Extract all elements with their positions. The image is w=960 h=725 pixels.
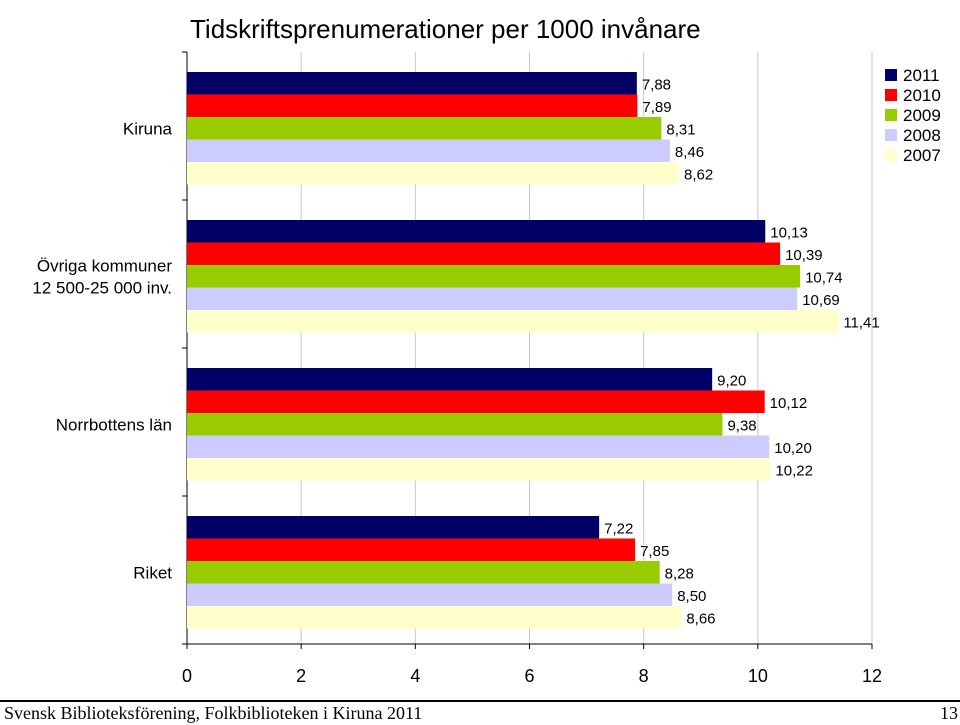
category-label: Riket: [133, 563, 172, 582]
bars: [187, 72, 839, 629]
footer-text: Svensk Biblioteksförening, Folkbibliotek…: [4, 703, 423, 723]
data-label: 8,31: [666, 121, 695, 138]
bar: [187, 583, 673, 606]
category-label: Övriga kommuner: [37, 256, 172, 275]
data-label: 8,62: [684, 166, 713, 183]
data-label: 7,22: [604, 520, 633, 537]
bar: [187, 287, 798, 310]
data-label: 8,46: [675, 144, 704, 161]
bar: [187, 516, 600, 539]
bar: [187, 561, 660, 584]
bar: [187, 220, 766, 243]
data-label: 10,12: [770, 395, 808, 412]
footer-divider: [0, 700, 960, 702]
bar: [187, 139, 670, 162]
bar: [187, 72, 637, 95]
data-label: 9,20: [717, 372, 746, 389]
data-label: 7,88: [642, 76, 671, 93]
x-tick-label: 2: [296, 666, 306, 686]
data-label: 10,69: [802, 292, 840, 309]
x-tick-labels: 0 2 4 6 8 10 12: [182, 666, 882, 686]
data-label: 10,39: [785, 247, 823, 264]
bar: [187, 117, 662, 140]
data-label: 10,22: [775, 462, 813, 479]
bar: [187, 368, 713, 391]
legend-swatch: [885, 109, 897, 121]
legend-swatch: [885, 129, 897, 141]
x-tick-label: 4: [410, 666, 420, 686]
data-label: 10,13: [770, 224, 808, 241]
value-labels: 7,88 7,89 8,31 8,46 8,62 10,13 10,39 10,74 10,69…: [604, 76, 880, 627]
bar: [187, 458, 771, 481]
data-label: 10,74: [805, 269, 843, 286]
x-tick-label: 8: [639, 666, 649, 686]
bar: [187, 435, 770, 458]
category-label: Kiruna: [123, 119, 173, 138]
data-label: 9,38: [727, 417, 756, 434]
legend-label: 2010: [903, 86, 941, 105]
bar: [187, 390, 765, 413]
bar: [187, 538, 636, 561]
bar: [187, 162, 680, 185]
legend-label: 2008: [903, 126, 941, 145]
bar: [187, 310, 839, 333]
x-tick-label: 0: [182, 666, 192, 686]
legend-label: 2011: [903, 66, 940, 85]
legend-label: 2009: [903, 106, 941, 125]
x-tick-label: 6: [524, 666, 534, 686]
data-label: 8,28: [665, 565, 694, 582]
bar: [187, 413, 723, 436]
category-label: Norrbottens län: [56, 415, 172, 434]
data-label: 11,41: [843, 314, 879, 331]
page-number: 13: [940, 703, 958, 723]
bar: [187, 606, 682, 629]
data-label: 10,20: [774, 440, 812, 457]
chart-title: Tidskriftsprenumerationer per 1000 invån…: [190, 14, 701, 44]
bar: [187, 242, 781, 265]
data-label: 8,50: [677, 588, 706, 605]
legend-label: 2007: [903, 146, 941, 165]
legend-swatch: [885, 89, 897, 101]
chart: Tidskriftsprenumerationer per 1000 invån…: [32, 14, 941, 686]
legend-swatch: [885, 149, 897, 161]
data-label: 8,66: [686, 610, 715, 627]
data-label: 7,85: [640, 543, 669, 560]
x-tick-label: 10: [748, 666, 768, 686]
legend-swatch: [885, 69, 897, 81]
bar: [187, 265, 801, 288]
category-labels: Kiruna Övriga kommuner 12 500-25 000 inv. N…: [32, 119, 172, 582]
category-label: 12 500-25 000 inv.: [32, 278, 172, 297]
data-label: 7,89: [642, 99, 671, 116]
x-tick-label: 12: [862, 666, 882, 686]
bar: [187, 94, 638, 117]
